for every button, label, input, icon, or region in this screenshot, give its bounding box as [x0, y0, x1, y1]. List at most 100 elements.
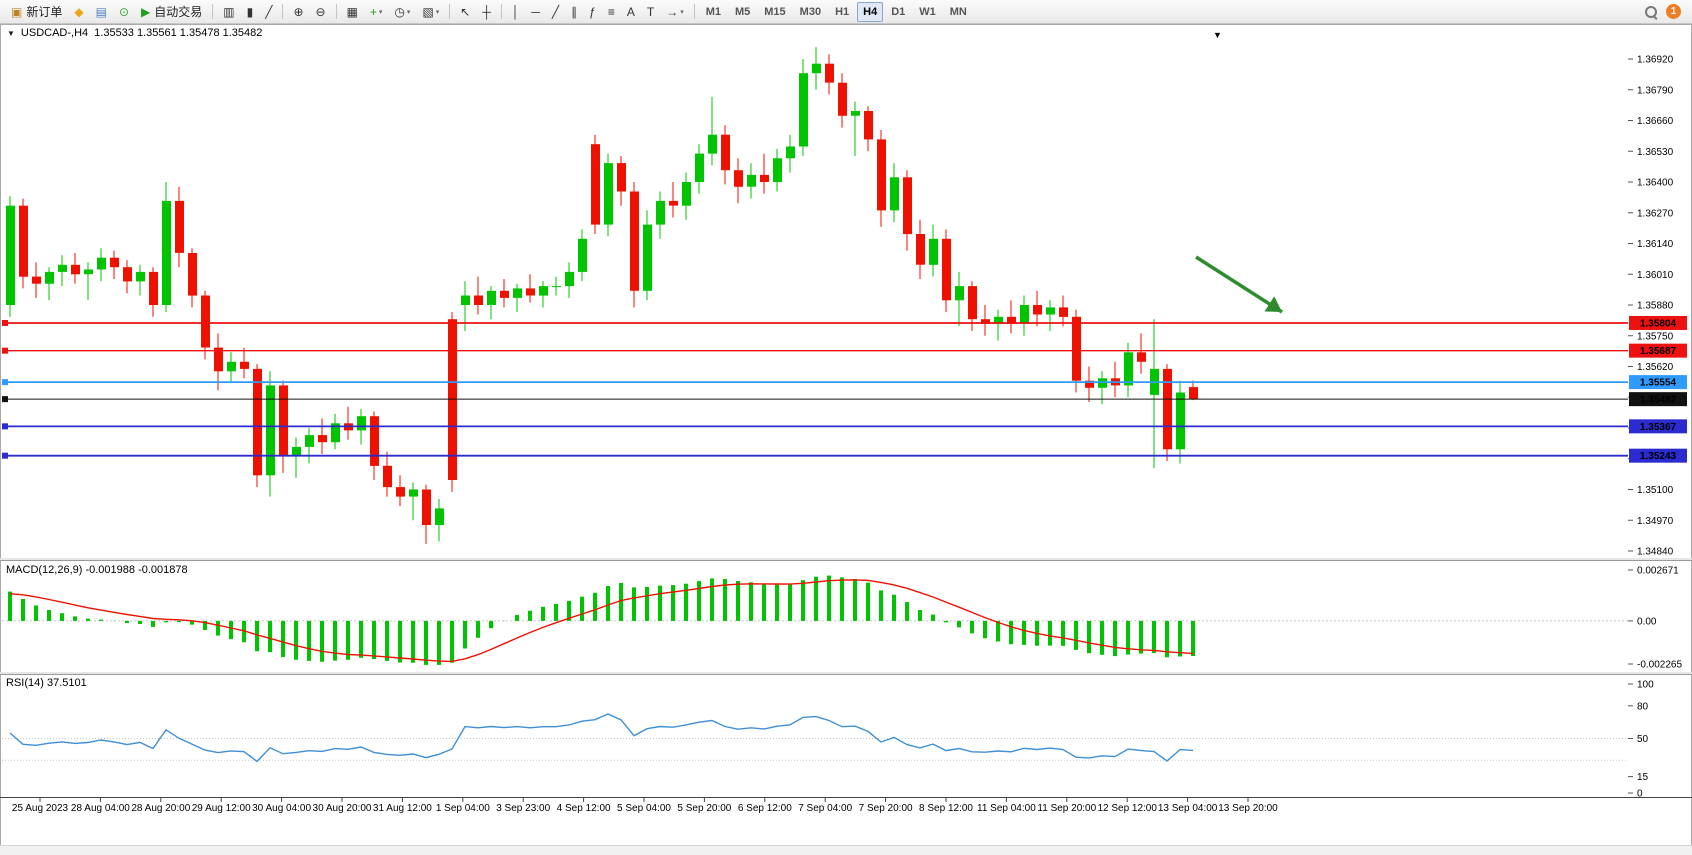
svg-text:1.35880: 1.35880 [1637, 301, 1674, 312]
trendline-button[interactable]: ╱ [547, 2, 564, 22]
price-tag[interactable] [1629, 392, 1687, 407]
svg-text:1.36790: 1.36790 [1637, 85, 1674, 96]
svg-text:1.36010: 1.36010 [1637, 270, 1674, 281]
svg-text:1 Sep 04:00: 1 Sep 04:00 [436, 803, 490, 814]
mql5-icon: ◆ [74, 4, 84, 19]
svg-text:1.35620: 1.35620 [1637, 362, 1674, 373]
toolbar-separator [335, 4, 337, 19]
zoom-out-icon: ⊖ [315, 4, 326, 19]
vertical-line-icon: │ [511, 4, 520, 19]
horizontal-scrollbar[interactable] [0, 845, 1692, 855]
macd-panel: 0.002671 0.00 -0.002265 [2, 566, 1682, 671]
svg-text:11 Sep 20:00: 11 Sep 20:00 [1037, 803, 1096, 814]
templates-caret-icon: ▾ [435, 8, 440, 16]
fibonacci-button[interactable]: ƒ [584, 2, 601, 22]
collapse-arrow-icon[interactable]: ▼ [7, 28, 15, 38]
price-axis: 1.36920 1.36790 1.36660 1.36530 1.36400 1.362… [1628, 55, 1674, 558]
timeframe-h1-button[interactable]: H1 [835, 5, 850, 18]
svg-text:1.36140: 1.36140 [1637, 239, 1674, 250]
timeframe-m30-button[interactable]: M30 [799, 5, 822, 18]
periods-caret-icon: ▾ [406, 8, 411, 16]
tile-windows-button[interactable]: ▦ [342, 2, 363, 22]
candle-chart-button[interactable]: ▮ [242, 2, 259, 22]
timeframe-d1-button[interactable]: D1 [891, 5, 906, 18]
line-chart-button[interactable]: ╱ [260, 2, 277, 22]
svg-text:3 Sep 23:00: 3 Sep 23:00 [496, 803, 550, 814]
svg-text:1.35687: 1.35687 [1640, 346, 1677, 357]
arrows-button[interactable]: → ▾ [661, 2, 689, 22]
indicators-caret-icon: ▾ [378, 8, 383, 16]
panel-separators[interactable] [0, 558, 1692, 675]
candle-chart-icon: ▮ [246, 4, 254, 19]
candles [6, 47, 1198, 544]
hline-left-marker [2, 452, 8, 459]
hline-left-marker [2, 423, 8, 430]
svg-text:5 Sep 04:00: 5 Sep 04:00 [617, 803, 671, 814]
svg-text:30 Aug 04:00: 30 Aug 04:00 [252, 803, 311, 814]
svg-text:1.36530: 1.36530 [1637, 147, 1674, 158]
toolbar: ▣ 新订单 ◆ ▤ ⊙ ▶ 自动交易 ▥ ▮ ╱ ⊕ ⊖ ▦ + ▾ ◷ ▾ ▧ ▾ ↖ ┼ │ ─ ╱ ∥ ƒ ≡ A T → ▾ M1 M5… [0, 0, 1692, 24]
svg-text:29 Aug 12:00: 29 Aug 12:00 [192, 803, 251, 814]
chart-title: ▼ USDCAD-,H4 1.35533 1.35561 1.35478 1.3… [7, 27, 262, 39]
indicators-button[interactable]: + ▾ [365, 2, 388, 22]
timeframe-w1-button[interactable]: W1 [919, 5, 936, 18]
refresh-button[interactable]: ⊙ [114, 2, 134, 22]
line-chart-icon: ╱ [265, 4, 273, 19]
search-icon[interactable] [1644, 5, 1658, 19]
notification-badge[interactable]: 1 [1666, 4, 1681, 19]
svg-text:25 Aug 2023: 25 Aug 2023 [12, 803, 69, 814]
crosshair-button[interactable]: ┼ [477, 2, 496, 22]
charts-button[interactable]: ▤ [91, 2, 112, 22]
fibo-lines-button[interactable]: ≡ [603, 2, 620, 22]
svg-text:7 Sep 04:00: 7 Sep 04:00 [798, 803, 852, 814]
price-tag[interactable] [1629, 375, 1687, 390]
svg-text:28 Aug 04:00: 28 Aug 04:00 [71, 803, 130, 814]
bar-chart-button[interactable]: ▥ [218, 2, 239, 22]
price-tag[interactable] [1629, 448, 1687, 463]
bar-chart-icon: ▥ [223, 4, 235, 19]
templates-icon: ▧ [422, 4, 434, 19]
price-tag[interactable] [1629, 315, 1687, 330]
hline-left-marker [2, 347, 8, 354]
price-tag[interactable] [1629, 343, 1687, 358]
periods-button[interactable]: ◷ ▾ [389, 2, 415, 22]
svg-text:0: 0 [1637, 789, 1643, 800]
channel-button[interactable]: ∥ [566, 2, 582, 22]
price-tag[interactable] [1629, 419, 1687, 434]
timeframe-m15-button[interactable]: M15 [764, 5, 786, 18]
autotrade-button[interactable]: ▶ 自动交易 [136, 2, 207, 22]
svg-text:1.35243: 1.35243 [1640, 451, 1677, 462]
text-icon: A [626, 4, 635, 19]
mql5-button[interactable]: ◆ [69, 2, 88, 22]
ohlc-quote: 1.35533 1.35561 1.35478 1.35482 [94, 27, 263, 39]
templates-button[interactable]: ▧ ▾ [417, 2, 444, 22]
fibonacci-icon: ƒ [589, 4, 596, 19]
timeframe-m5-button[interactable]: M5 [734, 5, 751, 18]
chart-shift-marker-icon[interactable]: ▼ [1213, 30, 1222, 40]
arrow-annotation[interactable] [1195, 255, 1283, 314]
cursor-button[interactable]: ↖ [455, 2, 475, 22]
new-order-button[interactable]: ▣ 新订单 [6, 2, 67, 22]
timeframe-m1-button[interactable]: M1 [705, 5, 721, 18]
zoom-out-button[interactable]: ⊖ [311, 2, 331, 22]
text-label-icon: T [646, 4, 655, 19]
timeframe-h4-button[interactable]: H4 [857, 1, 884, 22]
horizontal-line-button[interactable]: ─ [526, 2, 545, 22]
zoom-in-button[interactable]: ⊕ [288, 2, 308, 22]
hline-left-marker [2, 396, 8, 403]
text-label-button[interactable]: T [642, 2, 659, 22]
svg-text:1.35100: 1.35100 [1637, 485, 1674, 496]
macd-indicator-label: MACD(12,26,9) -0.001988 -0.001878 [6, 564, 188, 576]
crosshair-icon: ┼ [482, 4, 491, 19]
autotrade-icon: ▶ [141, 4, 151, 19]
svg-text:1.36660: 1.36660 [1637, 116, 1674, 127]
rsi-panel: 100 80 50 15 0 [2, 680, 1654, 800]
svg-text:8 Sep 12:00: 8 Sep 12:00 [919, 803, 973, 814]
svg-text:28 Aug 20:00: 28 Aug 20:00 [131, 803, 190, 814]
vertical-line-button[interactable]: │ [507, 2, 525, 22]
hlines[interactable]: 1.35804 1.35687 1.35554 1.35482 1.35367 1.352… [2, 315, 1687, 463]
chart-canvas[interactable]: 1.36920 1.36790 1.36660 1.36530 1.36400 1.362… [0, 24, 1692, 855]
svg-text:4 Sep 12:00: 4 Sep 12:00 [557, 803, 611, 814]
text-button[interactable]: A [622, 2, 640, 22]
timeframe-mn-button[interactable]: MN [949, 5, 967, 18]
